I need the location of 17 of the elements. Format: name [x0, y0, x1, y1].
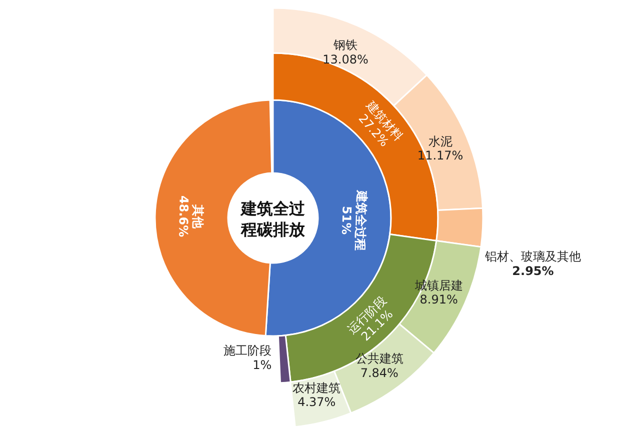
data-label: 13.08%	[322, 52, 368, 67]
category-label: 施工阶段	[224, 344, 272, 358]
category-label: 钢铁	[332, 38, 358, 52]
text: 建筑全过程碳排放	[239, 199, 306, 239]
category-label: 公共建筑	[355, 352, 404, 366]
category-label: 建筑全过程	[352, 190, 369, 251]
category-label: 铝材、玻璃及其他	[484, 250, 581, 264]
data-label: 2.95%	[512, 264, 554, 278]
category-label: 水泥	[428, 134, 452, 148]
data-label: 4.37%	[298, 395, 336, 410]
category-label: 其他	[190, 203, 206, 230]
data-label: 48.6%	[176, 195, 191, 238]
data-label: 8.91%	[420, 292, 458, 307]
data-label: 51%	[339, 206, 354, 235]
data-label: 1%	[252, 358, 272, 372]
category-label: 农村建筑	[292, 380, 341, 395]
data-label: 7.84%	[360, 366, 398, 380]
